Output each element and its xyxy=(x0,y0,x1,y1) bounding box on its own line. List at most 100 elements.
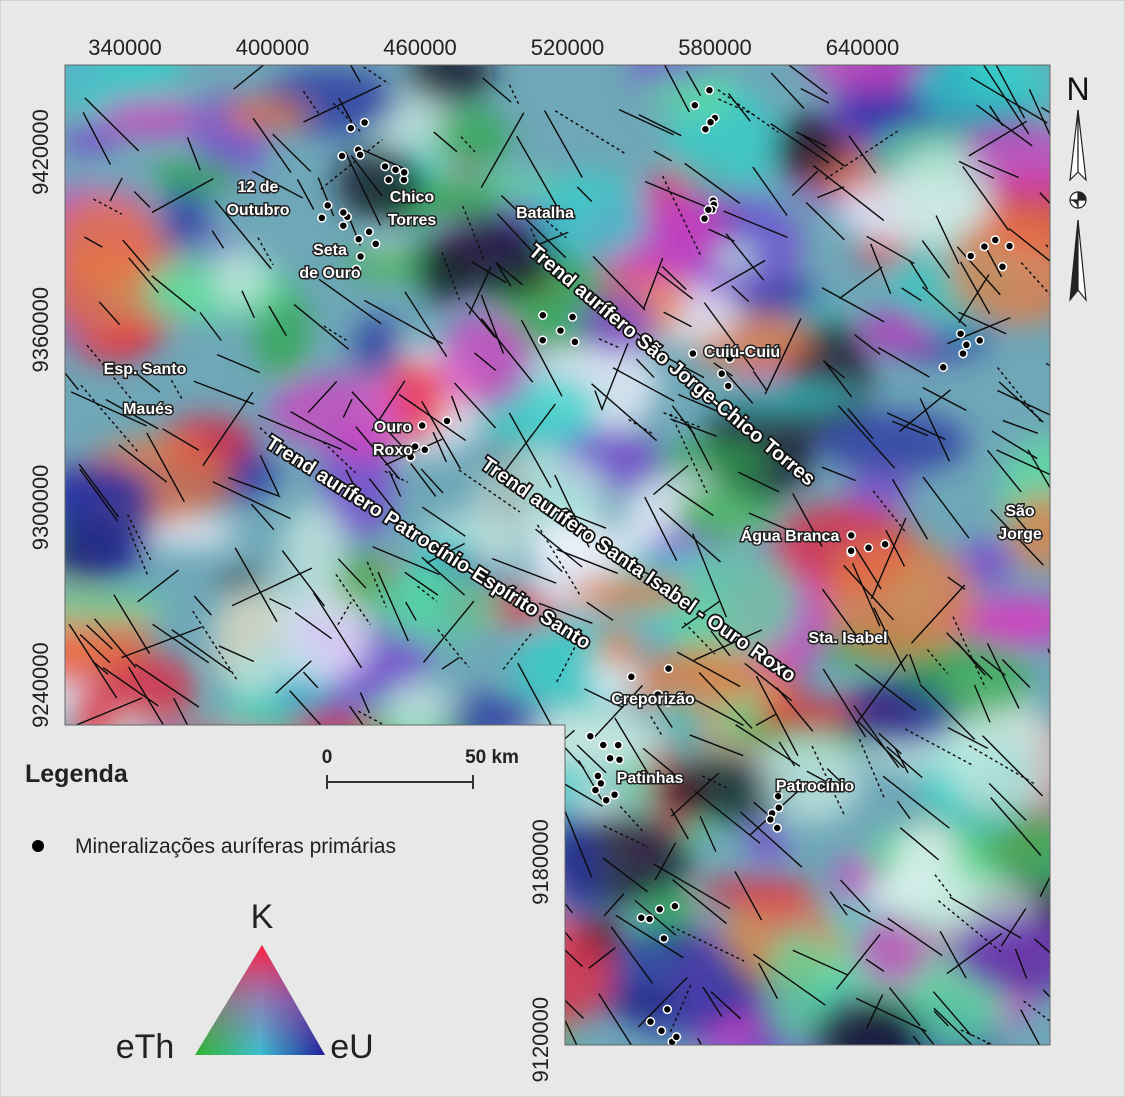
raster-blob xyxy=(212,585,297,696)
raster-blob xyxy=(222,97,309,132)
deposit xyxy=(939,363,947,371)
place-label: Torres xyxy=(388,212,437,229)
deposit xyxy=(571,338,579,346)
deposit xyxy=(957,330,965,338)
deposit xyxy=(704,206,712,214)
deposit xyxy=(773,824,781,832)
deposit xyxy=(656,905,664,913)
place-label: Sta. Isabel xyxy=(808,630,887,647)
deposit xyxy=(976,336,984,344)
x-tick-label: 340000 xyxy=(88,35,161,60)
deposit xyxy=(539,336,547,344)
scale-label: 0 xyxy=(322,747,333,768)
north-label: N xyxy=(1066,71,1089,107)
x-tick-label: 460000 xyxy=(383,35,456,60)
raster-blob xyxy=(434,107,510,170)
deposit xyxy=(421,446,429,454)
place-label: Jorge xyxy=(998,526,1042,543)
place-label: Maués xyxy=(123,401,173,418)
raster-blob xyxy=(281,503,346,600)
deposit xyxy=(1006,242,1014,250)
raster-blob xyxy=(107,652,195,723)
deposit xyxy=(865,544,873,552)
raster-blob xyxy=(438,313,531,407)
raster-blob xyxy=(597,627,638,669)
place-label: Chico xyxy=(390,189,435,206)
deposit xyxy=(318,214,326,222)
deposit xyxy=(385,176,393,184)
deposit xyxy=(847,547,855,555)
place-label: Patrocínio xyxy=(776,778,854,795)
x-tick-label: 580000 xyxy=(678,35,751,60)
raster-blob xyxy=(698,876,818,908)
place-label: Roxo xyxy=(373,442,413,459)
deposit xyxy=(962,341,970,349)
deposit xyxy=(591,786,599,794)
deposit xyxy=(959,350,967,358)
place-label: Ouro xyxy=(374,419,412,436)
ternary-label: eTh xyxy=(116,1028,175,1066)
deposit xyxy=(691,101,699,109)
deposit xyxy=(991,236,999,244)
deposit xyxy=(665,665,673,673)
deposit xyxy=(443,417,451,425)
deposit xyxy=(847,531,855,539)
place-label: Esp. Santo xyxy=(104,361,187,378)
legend-text: Mineralizações auríferas primárias xyxy=(75,835,396,858)
raster-blob xyxy=(606,929,746,1038)
place-label: Seta xyxy=(313,242,347,259)
deposit xyxy=(355,235,363,243)
place-label: de Ouro xyxy=(299,265,361,282)
deposit xyxy=(660,934,668,942)
raster-blob xyxy=(747,823,788,863)
scale-label: 50 km xyxy=(465,747,519,768)
deposit xyxy=(339,208,347,216)
deposit xyxy=(775,804,783,812)
y-tick-label: 9420000 xyxy=(28,109,53,195)
deposit xyxy=(569,313,577,321)
deposit xyxy=(671,902,679,910)
raster-blob xyxy=(846,472,911,508)
deposit xyxy=(372,240,380,248)
legend-title: Legenda xyxy=(25,760,129,788)
raster-blob xyxy=(212,246,267,307)
deposit xyxy=(614,741,622,749)
map-figure: 3400004000004600005200005800006400009420… xyxy=(0,0,1125,1097)
place-label: Água Branca xyxy=(741,526,840,545)
raster-blob xyxy=(353,315,402,378)
deposit xyxy=(324,201,332,209)
raster-blob xyxy=(64,125,116,158)
deposit xyxy=(338,152,346,160)
x-tick-label: 400000 xyxy=(236,35,309,60)
place-label: Batalha xyxy=(516,205,574,222)
y-tick-label: 9240000 xyxy=(28,642,53,728)
deposit xyxy=(357,253,365,261)
raster-blob xyxy=(772,114,847,180)
y-tick-label: 9360000 xyxy=(28,287,53,373)
deposit xyxy=(361,119,369,127)
raster-blob xyxy=(417,235,469,304)
deposit xyxy=(339,222,347,230)
y-tick-label: 9120000 xyxy=(528,997,553,1083)
deposit xyxy=(646,915,654,923)
place-label: Creporizão xyxy=(611,691,695,708)
deposit xyxy=(705,86,713,94)
deposit xyxy=(718,370,726,378)
deposit xyxy=(724,382,732,390)
place-label: Cuiú-Cuiú xyxy=(704,344,780,361)
place-label: São xyxy=(1005,503,1035,520)
deposit xyxy=(602,796,610,804)
deposit xyxy=(539,311,547,319)
deposit xyxy=(599,741,607,749)
y-tick-label: 9180000 xyxy=(528,819,553,905)
deposit xyxy=(766,815,774,823)
deposit xyxy=(356,151,364,159)
legend-dot xyxy=(32,840,44,852)
y-tick-label: 9300000 xyxy=(28,465,53,551)
deposit xyxy=(627,673,635,681)
deposit xyxy=(967,252,975,260)
deposit xyxy=(707,118,715,126)
deposit xyxy=(586,732,594,740)
deposit xyxy=(365,228,373,236)
place-label: Outubro xyxy=(226,202,289,219)
